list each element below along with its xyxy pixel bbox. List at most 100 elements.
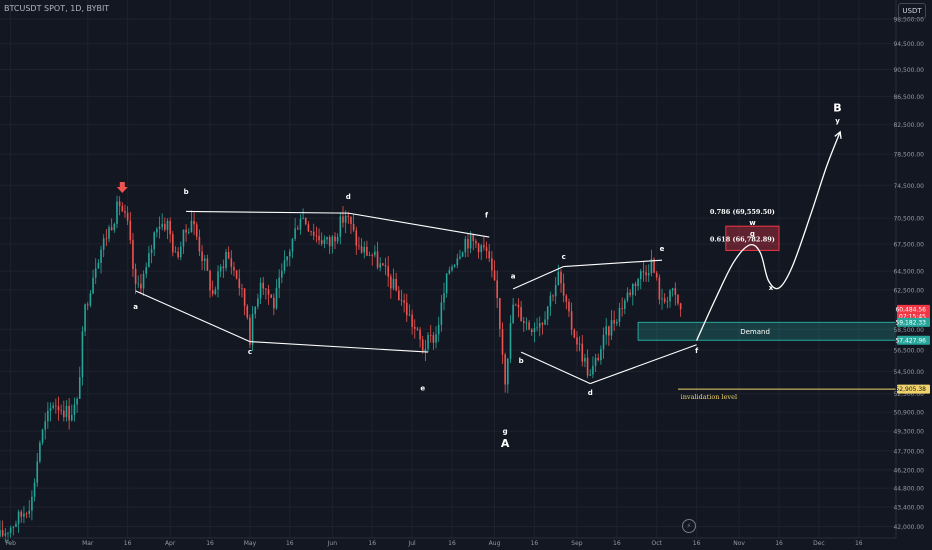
wave-label: g: [750, 230, 755, 238]
price-badge: [897, 335, 930, 345]
price-badge-label: 52,905.38: [895, 386, 926, 393]
candle-body: [387, 266, 389, 277]
wave-trendline: [512, 266, 564, 290]
candle-body: [461, 252, 464, 257]
candle-body: [113, 223, 116, 231]
candle-body: [185, 229, 187, 233]
time-tick-label: Dec: [813, 540, 825, 547]
price-tick-label: 86,500.00: [893, 94, 924, 101]
candle-body: [557, 271, 560, 286]
price-tick-label: 42,000.00: [893, 524, 924, 531]
price-tick-label: 74,500.00: [893, 183, 924, 190]
candle-body: [84, 304, 86, 332]
candle-body: [592, 365, 594, 375]
currency-badge[interactable]: USDT: [898, 3, 926, 19]
candle-body: [60, 410, 62, 412]
candle-body: [350, 216, 352, 224]
candle-body: [76, 398, 78, 405]
candle-body: [219, 266, 222, 272]
candle-body: [515, 304, 517, 306]
candle-body: [658, 277, 661, 300]
candle-body: [102, 238, 105, 250]
time-tick-label: Jun: [327, 540, 338, 547]
candle-body: [496, 280, 498, 299]
candle-body: [663, 298, 666, 302]
candle-body: [222, 266, 225, 269]
time-tick-label: Sep: [571, 540, 583, 547]
candle-body: [166, 220, 169, 230]
candle-body: [262, 282, 265, 289]
candle-body: [63, 410, 65, 418]
candle-body: [642, 271, 645, 273]
candle-body: [86, 304, 89, 306]
candle-body: [116, 201, 118, 224]
candle-body: [650, 259, 653, 274]
time-tick-label: 16: [206, 540, 214, 547]
candle-body: [190, 220, 193, 233]
candle-body: [137, 283, 140, 285]
candle-body: [634, 283, 637, 287]
candle-body: [28, 510, 31, 514]
candle-body: [384, 265, 387, 267]
candle-body: [488, 251, 491, 259]
candle-body: [283, 260, 286, 271]
candle-body: [126, 212, 129, 221]
candle-body: [65, 405, 68, 418]
candle-body: [493, 270, 496, 281]
candle-body: [411, 314, 413, 327]
time-tick-label: May: [244, 540, 257, 547]
candle-body: [299, 218, 302, 230]
candle-body: [217, 271, 219, 290]
time-tick-label: Nov: [733, 540, 745, 547]
time-tick-label: 16: [693, 540, 701, 547]
price-tick-label: 58,500.00: [893, 327, 924, 334]
candle-body: [15, 523, 17, 527]
candle-body: [499, 298, 501, 329]
candle-body: [206, 258, 209, 271]
candle-body: [47, 410, 49, 422]
candle-body: [437, 324, 440, 335]
candle-body: [485, 247, 488, 252]
symbol-title[interactable]: BTCUSDT SPOT, 1D, BYBIT: [4, 4, 110, 13]
candle-body: [538, 323, 541, 328]
candle-body: [304, 217, 307, 225]
candle-body: [36, 461, 39, 483]
wave-label: g: [503, 428, 508, 436]
time-tick-label: 16: [124, 540, 132, 547]
candle-body: [179, 246, 182, 258]
candle-body: [12, 526, 15, 528]
candle-body: [39, 442, 41, 462]
candle-body: [653, 259, 655, 273]
candle-body: [483, 245, 485, 248]
wave-label: y: [835, 117, 840, 125]
candle-body: [286, 256, 288, 261]
price-badge: [897, 317, 930, 327]
candle-body: [249, 317, 251, 345]
price-badge-label: 57,427.96: [895, 337, 926, 344]
candle-body: [371, 255, 374, 256]
candle-body: [315, 235, 318, 237]
candle-body: [594, 357, 597, 366]
candle-body: [241, 288, 243, 289]
candle-body: [1, 530, 4, 536]
candle-body: [621, 308, 623, 309]
candle-body: [339, 216, 342, 237]
tradingview-logo-icon[interactable]: ⚡: [682, 519, 696, 533]
candle-body: [25, 513, 28, 515]
candle-body: [23, 513, 25, 517]
candle-body: [602, 334, 605, 350]
candle-body: [4, 533, 7, 536]
candle-body: [182, 229, 185, 247]
candle-body: [134, 268, 137, 284]
candle-body: [443, 293, 445, 303]
candle-body: [55, 405, 57, 407]
candle-body: [235, 270, 238, 279]
candle-body: [289, 251, 291, 257]
wave-label: A: [501, 437, 510, 450]
candle-body: [403, 300, 405, 303]
wave-trendline: [520, 351, 591, 385]
candle-body: [124, 211, 126, 213]
price-tick-label: 43,400.00: [893, 505, 924, 512]
candle-body: [323, 239, 326, 244]
